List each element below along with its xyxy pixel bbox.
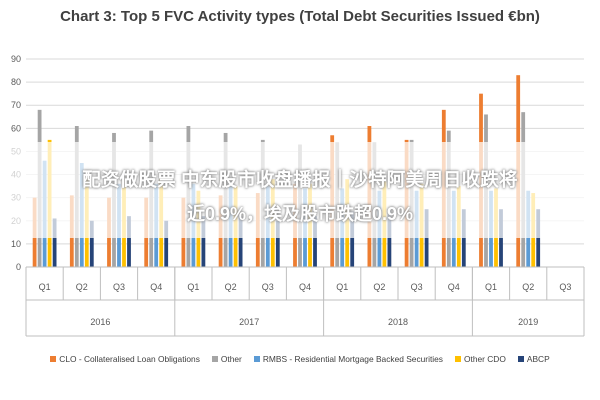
bar-abcp-2	[127, 216, 131, 267]
legend-swatch	[517, 356, 524, 362]
x-tick-label: Q3	[113, 282, 125, 292]
x-tick-label: Q4	[448, 282, 460, 292]
x-group-label: 2016	[90, 317, 110, 327]
x-tick-label: Q4	[299, 282, 311, 292]
legend-label: ABCP	[526, 354, 550, 364]
bar-abcp-10	[424, 209, 429, 267]
bar-abcp-0	[52, 218, 57, 267]
x-axis: Q1 Q2 Q3 Q4 Q1 Q2 Q3 Q4 Q1 Q2 Q3 Q4 Q1 Q2 Q3 2016 2017 20…	[25, 266, 585, 337]
y-tick-label: 80	[11, 77, 21, 87]
x-tick-label: Q1	[39, 282, 51, 292]
x-tick-label: Q1	[336, 282, 348, 292]
bar-abcp-8	[350, 211, 355, 267]
x-tick-label: Q2	[522, 282, 534, 292]
x-tick-label: Q1	[187, 282, 199, 292]
x-tick-label: Q3	[559, 282, 571, 292]
legend-item: Other CDO	[454, 354, 506, 364]
bar-abcp-13	[536, 209, 541, 267]
news-overlay-banner[interactable]: 配资做股票 中东股市收盘播报｜沙特阿美周日收跌将 近0.9%，埃及股市跌超0.9…	[0, 142, 600, 238]
x-tick-label: Q3	[411, 282, 423, 292]
bar-abcp-5	[238, 216, 243, 267]
legend-label: Other	[220, 354, 242, 364]
bar-abcp-1	[89, 220, 94, 267]
y-tick-label: 10	[11, 239, 21, 249]
x-group-label: 2019	[518, 317, 538, 327]
bar-abcp-9	[387, 209, 392, 267]
bar-abcp-4	[201, 216, 206, 267]
legend-item: RMBS - Residential Mortgage Backed Secur…	[253, 354, 443, 364]
bar-abcp-7	[313, 216, 317, 267]
overlay-headline-line2: 近0.9%，埃及股市跌超0.9%	[186, 204, 414, 224]
legend-swatch	[211, 356, 218, 362]
y-tick-label: 0	[16, 262, 21, 272]
y-tick-label: 70	[11, 100, 21, 110]
bar-abcp-11	[461, 209, 466, 267]
legend-item: ABCP	[517, 354, 550, 364]
x-group-label: 2017	[239, 317, 259, 327]
overlay-headline-line1: 配资做股票 中东股市收盘播报｜沙特阿美周日收跌将	[82, 169, 518, 190]
legend-label: RMBS - Residential Mortgage Backed Secur…	[262, 354, 443, 364]
x-tick-label: Q4	[150, 282, 162, 292]
legend-label: CLO - Collateralised Loan Obligations	[59, 354, 200, 364]
legend-item: CLO - Collateralised Loan Obligations	[50, 354, 200, 364]
legend-label: Other CDO	[463, 354, 506, 364]
legend-swatch	[50, 356, 57, 362]
bar-abcp-12	[499, 209, 503, 267]
legend-item: Other	[211, 354, 242, 364]
x-tick-label: Q2	[76, 282, 88, 292]
x-tick-label: Q2	[373, 282, 385, 292]
x-tick-label: Q3	[262, 282, 274, 292]
legend-swatch	[454, 356, 461, 362]
bar-abcp-3	[164, 220, 169, 267]
y-tick-label: 90	[11, 54, 21, 64]
x-tick-label: Q1	[485, 282, 497, 292]
x-group-label: 2018	[388, 317, 408, 327]
x-tick-label: Q2	[225, 282, 237, 292]
chart-legend: CLO - Collateralised Loan Obligations Oth…	[0, 349, 600, 369]
bar-abcp-6	[275, 220, 280, 267]
chart-title: Chart 3: Top 5 FVC Activity types (Total…	[60, 8, 540, 25]
y-tick-label: 60	[11, 123, 21, 133]
legend-swatch	[253, 356, 260, 362]
